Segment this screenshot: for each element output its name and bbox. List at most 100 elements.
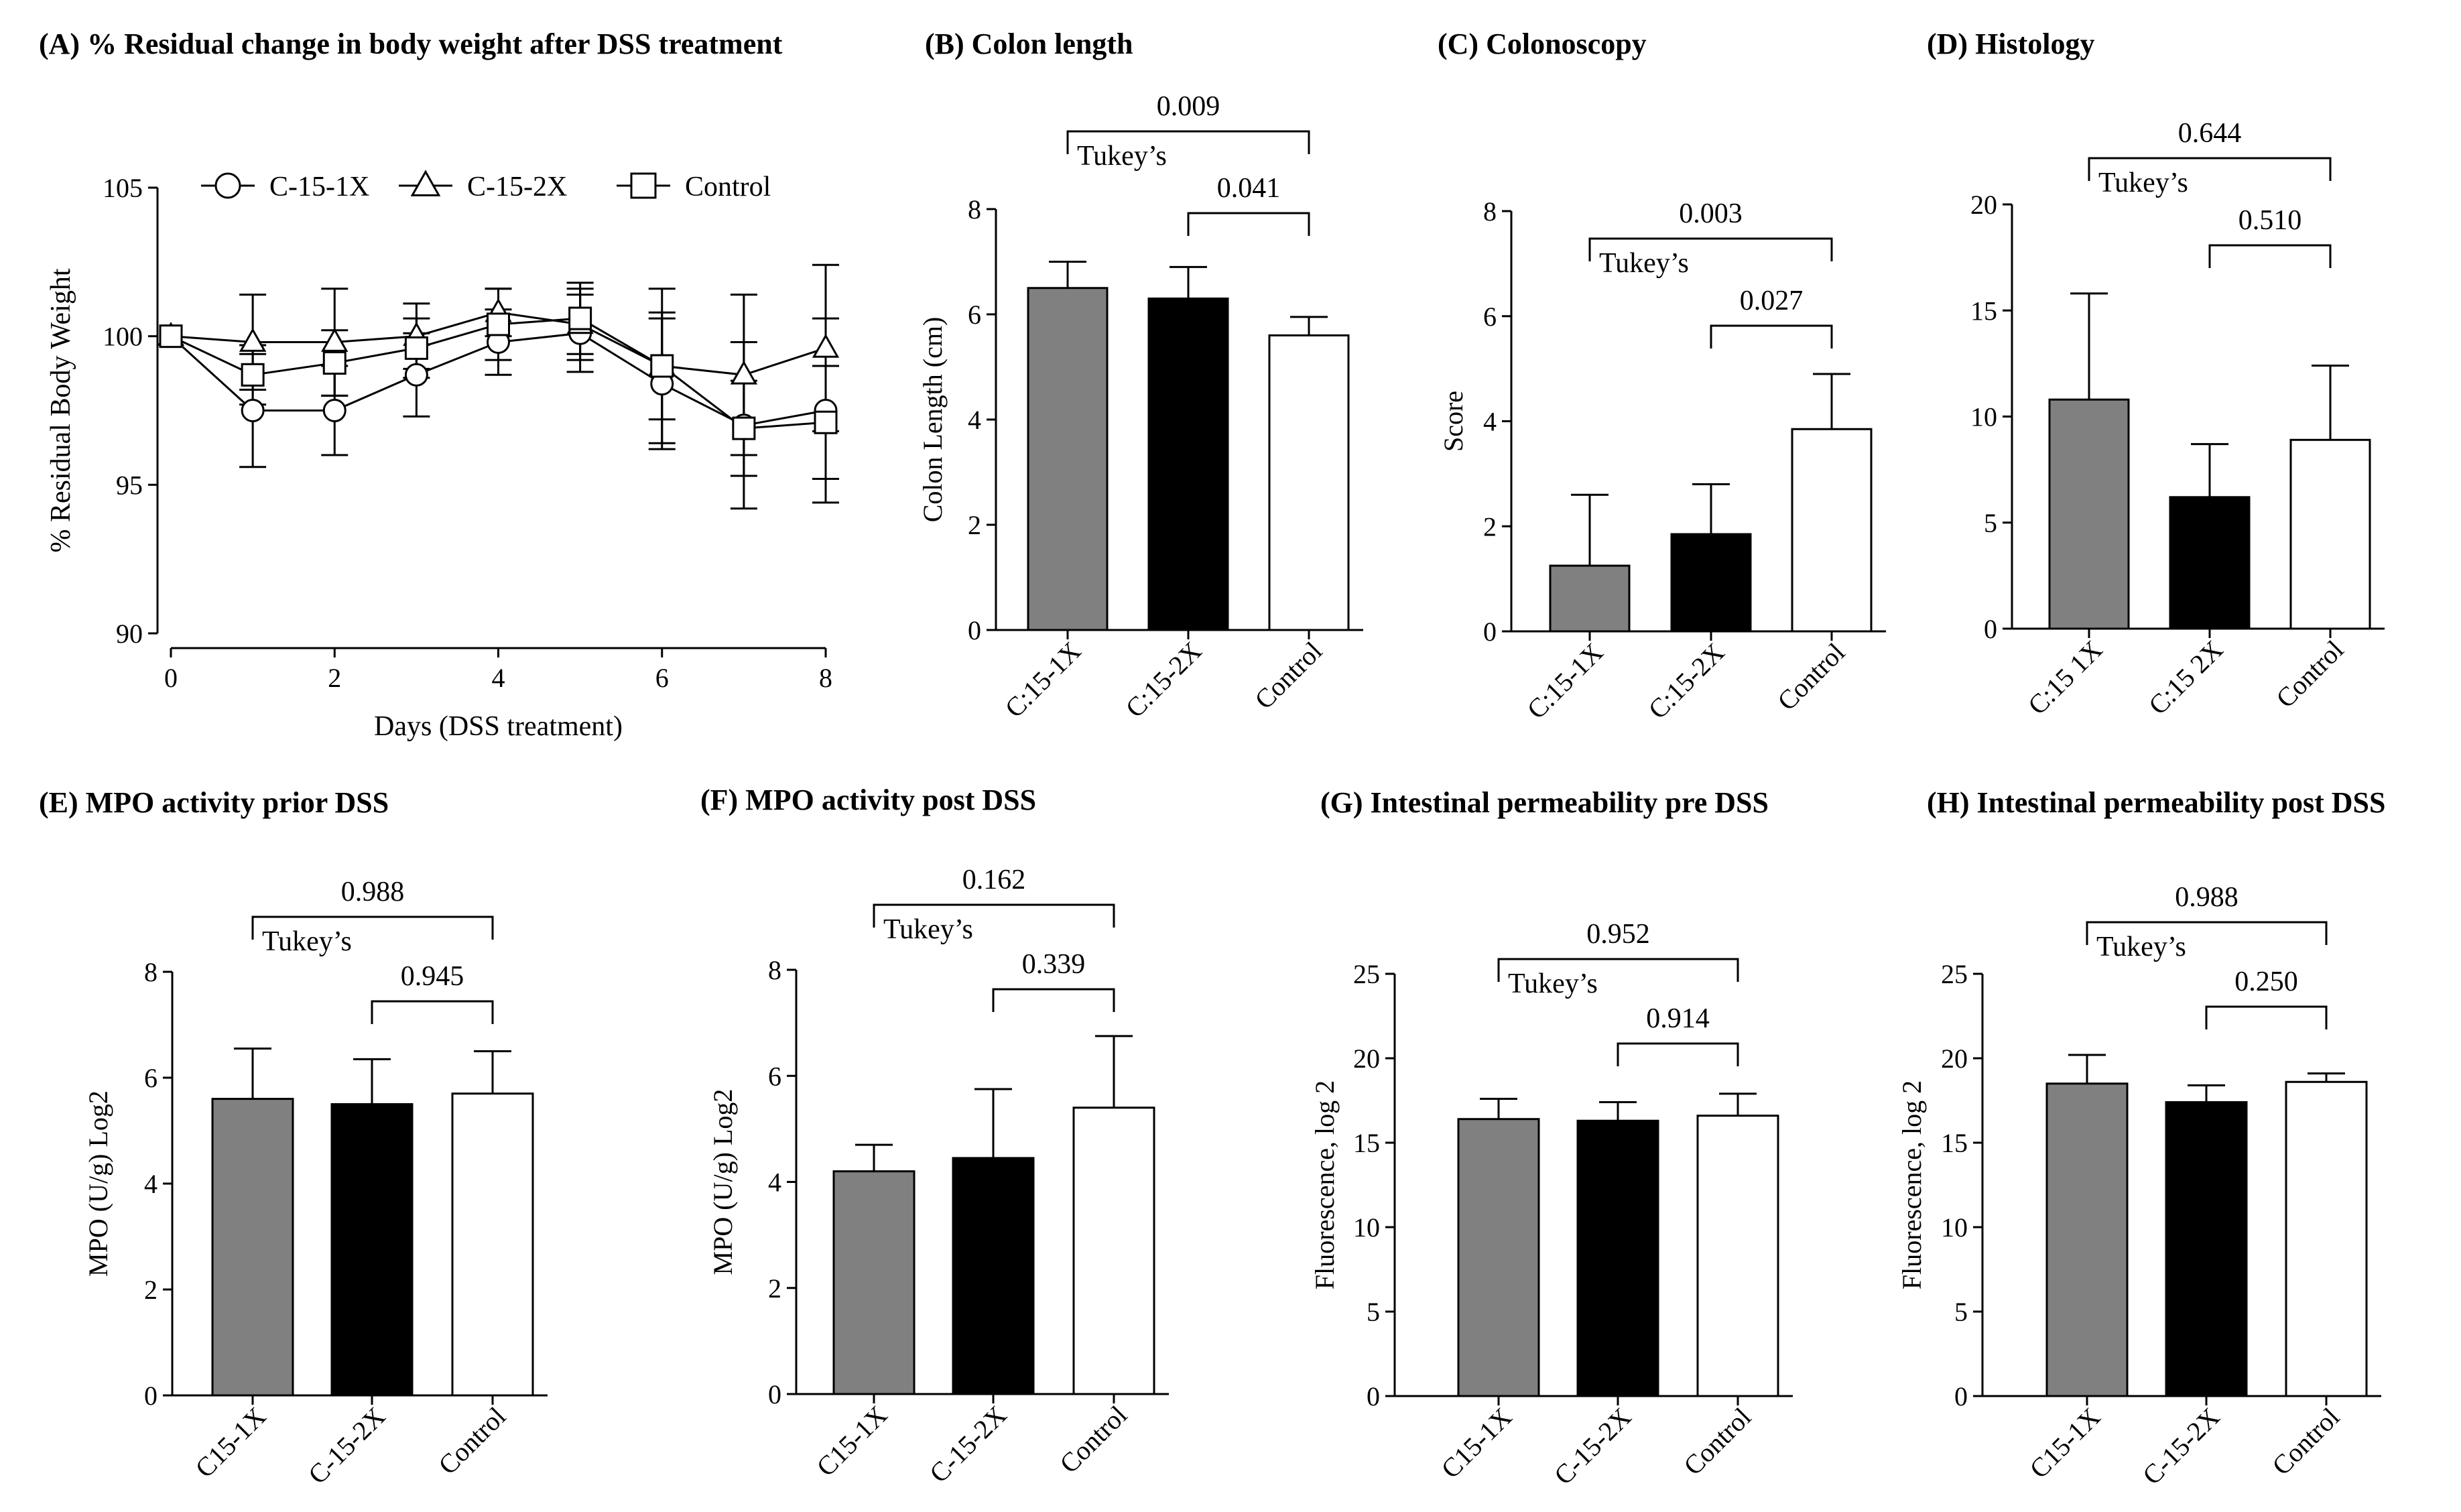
y-axis-label: MPO (U/g) Log2 (708, 1089, 738, 1275)
p-value-label: 0.644 (2178, 118, 2242, 149)
marker-square (159, 324, 183, 349)
chart-body-weight: 90 95 100 105 0 2 4 6 8 Days (DSS treatment) % Res… (46, 170, 840, 742)
x-tick-label: 6 (655, 663, 669, 693)
x-tick-label: 2 (328, 663, 341, 693)
bar (2285, 1080, 2368, 1397)
y-tick-label: 15 (1970, 296, 1997, 326)
y-tick-label: 0 (144, 1381, 157, 1411)
bar (1027, 287, 1109, 631)
y-tick-label: 4 (1483, 407, 1497, 437)
chart-mpo-post: 0 2 4 6 8 MPO (U/g) Log2 C15-1X C-15-2X Control 0… (708, 865, 1169, 1489)
marker-square (487, 312, 510, 336)
y-tick-label: 10 (1941, 1212, 1968, 1243)
significance-bracket (992, 988, 1115, 1012)
p-value-label: 0.952 (1586, 919, 1650, 950)
p-value-label: 0.041 (1217, 173, 1281, 204)
y-tick-label: 0 (1954, 1381, 1968, 1411)
x-tick-label: 8 (819, 663, 832, 693)
marker-circle (322, 399, 346, 422)
y-tick-label: 4 (968, 405, 981, 435)
test-label: Tukey’s (1508, 968, 1598, 999)
x-tick-label: C-15-2X (1548, 1401, 1637, 1490)
marker-square (241, 363, 265, 387)
chart-mpo-prior: 0 2 4 6 8 MPO (U/g) Log2 C15-1X C-15-2X Control 0… (83, 877, 548, 1490)
legend-label: C-15-1X (269, 172, 369, 202)
y-axis-label: Score (1438, 391, 1468, 452)
y-tick-label: 6 (768, 1061, 781, 1091)
marker-square (650, 354, 674, 378)
bar (1147, 297, 1229, 631)
significance-bracket (2088, 157, 2332, 181)
y-tick-label: 8 (768, 955, 781, 985)
x-tick-label: C:15 1X (2022, 634, 2108, 720)
y-tick-label: 6 (968, 300, 981, 330)
p-value-label: 0.945 (401, 961, 464, 992)
test-label: Tukey’s (2098, 168, 2188, 198)
marker-triangle (321, 328, 349, 352)
chart-colon-length: 0 2 4 6 8 Colon Length (cm) C:15-1X C:15-2X Cont… (918, 91, 1363, 723)
panel-e-title: (E) MPO activity prior DSS (39, 786, 389, 819)
significance-bracket (1617, 1042, 1739, 1066)
test-label: Tukey’s (883, 914, 973, 945)
y-axis-label: Fluorescence, log 2 (1310, 1080, 1340, 1289)
test-label: Tukey’s (1599, 248, 1689, 279)
significance-bracket (1187, 212, 1310, 236)
x-tick-label: C15-1X (2023, 1401, 2106, 1484)
y-tick-label: 4 (144, 1169, 157, 1199)
x-tick-label: C-15-2X (2137, 1401, 2225, 1490)
marker-square (404, 336, 428, 360)
x-tick-label: Control (2270, 635, 2349, 714)
y-tick-label: 8 (968, 194, 981, 225)
marker-triangle (410, 170, 441, 196)
significance-bracket (1497, 958, 1739, 982)
significance-bracket (2086, 921, 2328, 945)
y-tick-label: 105 (103, 173, 143, 203)
y-tick-label: 20 (1941, 1044, 1968, 1074)
y-tick-label: 0 (1483, 617, 1497, 647)
bar (1549, 564, 1631, 633)
p-value-label: 0.009 (1157, 91, 1220, 122)
y-tick-label: 2 (144, 1275, 157, 1305)
x-tick-label: C:15-2X (1120, 635, 1208, 723)
y-tick-label: 25 (1941, 959, 1968, 989)
chart-colonoscopy: 0 2 4 6 8 Score C:15-1X C:15-2X Control 0.003 Tuke… (1438, 196, 1886, 724)
y-tick-label: 8 (1483, 196, 1497, 227)
y-tick-label: 6 (1483, 302, 1497, 332)
y-axis-label: % Residual Body Weight (46, 268, 76, 552)
marker-circle (241, 399, 265, 422)
x-tick-label: Control (1678, 1402, 1757, 1481)
bar (1576, 1119, 1659, 1397)
significance-bracket (251, 916, 494, 940)
y-tick-label: 10 (1970, 402, 1997, 432)
y-tick-label: 4 (768, 1168, 781, 1198)
y-tick-label: 95 (116, 470, 143, 500)
significance-bracket (2208, 244, 2332, 268)
y-tick-label: 5 (1984, 508, 1997, 538)
panel-d-title: (D) Histology (1927, 27, 2095, 60)
panel-g-title: (G) Intestinal permeability pre DSS (1320, 786, 1769, 819)
x-tick-label: Control (1771, 637, 1850, 716)
x-tick-label: C15-1X (189, 1401, 271, 1483)
panel-h-title: (H) Intestinal permeability post DSS (1927, 786, 2386, 819)
marker-triangle (730, 360, 758, 385)
test-label: Tukey’s (1077, 141, 1167, 172)
bar (1791, 428, 1873, 633)
x-tick-label: C:15-1X (1521, 637, 1609, 724)
marker-triangle (239, 328, 267, 352)
bar (952, 1157, 1035, 1395)
bar (1670, 533, 1752, 633)
bar (832, 1170, 916, 1395)
x-tick-label: C-15-2X (924, 1399, 1012, 1488)
marker-triangle (812, 333, 840, 358)
chart-histology: 0 5 10 15 20 C:15 1X C:15 2X Control 0.644 Tukey’… (1970, 118, 2385, 720)
bar (1268, 334, 1350, 631)
x-axis-label: Days (DSS treatment) (374, 711, 623, 742)
panel-a-title: (A) % Residual change in body weight aft… (39, 27, 783, 60)
marker-square (630, 172, 657, 199)
p-value-label: 0.988 (2175, 882, 2238, 913)
y-tick-label: 0 (1367, 1381, 1380, 1411)
bar (451, 1092, 534, 1397)
p-value-label: 0.339 (1022, 949, 1086, 980)
y-tick-label: 15 (1941, 1128, 1968, 1158)
y-tick-label: 2 (968, 510, 981, 540)
